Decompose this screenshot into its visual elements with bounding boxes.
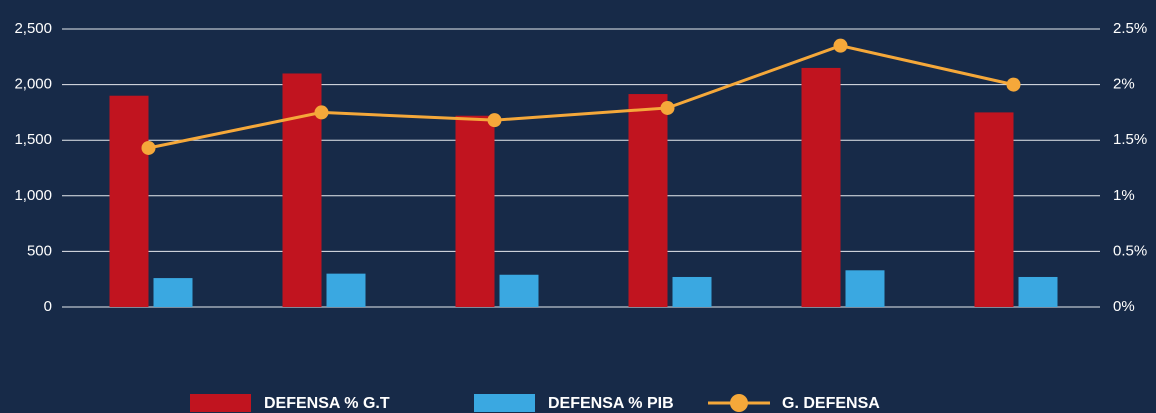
y2-tick-label: 0.5% [1113,242,1147,259]
line-point [1006,77,1021,92]
bar [974,112,1014,308]
legend-label: DEFENSA % PIB [548,395,674,412]
y-tick-label: 1,500 [14,131,52,148]
y-tick-label: 0 [44,298,52,315]
y-tick-label: 500 [27,242,52,259]
y-tick-label: 2,500 [14,20,52,37]
line-point [141,140,156,155]
bar [153,278,193,307]
legend-swatch [190,394,251,412]
line [148,44,1014,150]
bar [801,67,841,307]
bar [499,274,539,307]
bar [455,115,495,308]
y-tick-label: 2,000 [14,76,52,93]
bar [282,73,322,307]
bar [845,270,885,307]
y2-tick-label: 1% [1113,187,1135,204]
y2-tick-label: 0% [1113,298,1135,315]
bar [326,273,366,307]
legend-label: G. DEFENSA [782,395,880,412]
y-tick-label: 1,000 [14,187,52,204]
y2-tick-label: 1.5% [1113,131,1147,148]
legend-label: DEFENSA % G.T [264,395,390,412]
y2-tick-label: 2% [1113,76,1135,93]
line-point [487,113,502,128]
line-point [833,38,848,53]
y2-tick-label: 2.5% [1113,20,1147,37]
legend-swatch [474,394,535,412]
line-point [660,100,675,115]
bar [672,276,712,307]
line-point [314,105,329,120]
bar [628,94,668,307]
legend-swatch [730,394,748,412]
bar [109,95,149,307]
bar [1018,276,1058,307]
